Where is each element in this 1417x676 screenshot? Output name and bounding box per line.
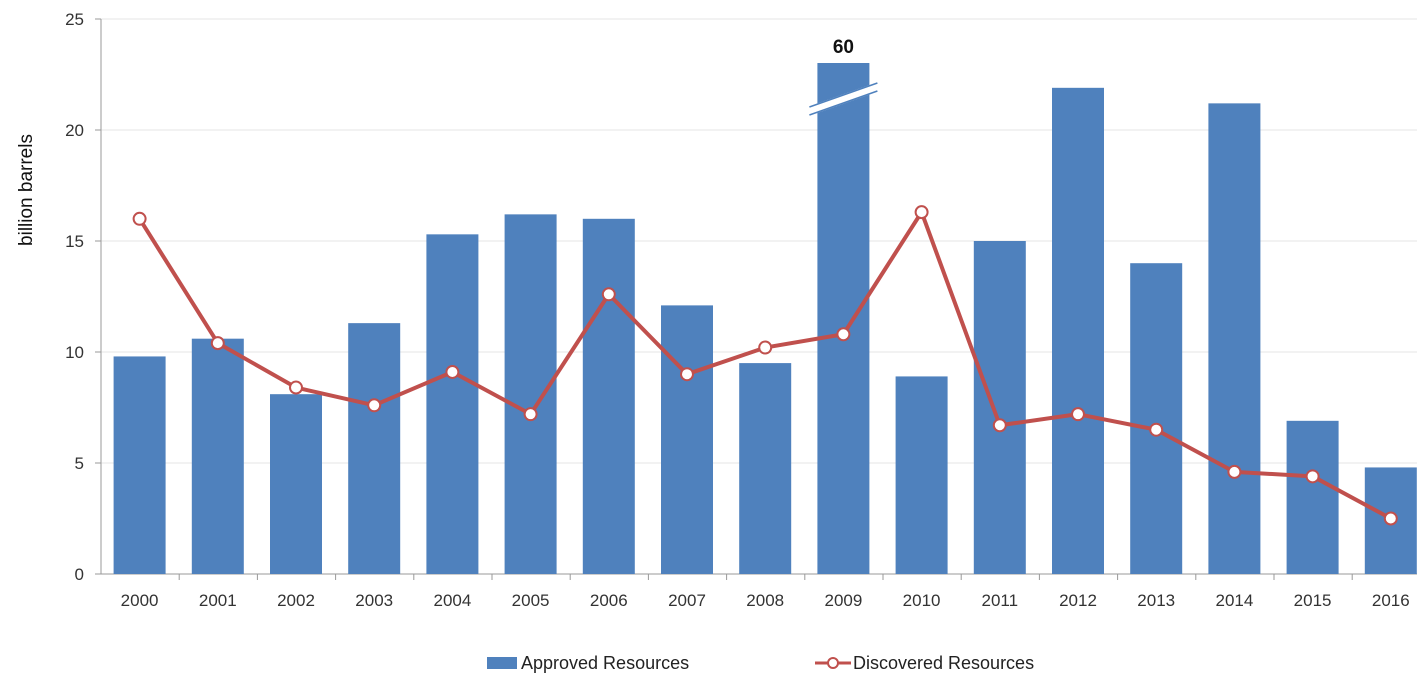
line-series-discovered-resources bbox=[132, 205, 1398, 526]
bar-2003 bbox=[348, 323, 401, 574]
y-axis-title: billion barrels bbox=[16, 134, 37, 246]
point-2002 bbox=[289, 380, 303, 395]
x-tick-label-2009: 2009 bbox=[824, 591, 862, 610]
point-2007 bbox=[680, 367, 694, 382]
point-2005 bbox=[523, 407, 538, 422]
point-2003 bbox=[367, 398, 382, 413]
axis-break-line bbox=[809, 82, 878, 108]
x-tick-label-2005: 2005 bbox=[512, 591, 550, 610]
legend: Approved Resources Discovered Resources bbox=[487, 653, 1034, 673]
y-tick-label: 20 bbox=[65, 121, 84, 140]
bar-series-approved-resources bbox=[113, 63, 1417, 575]
legend-marker-discovered-resources bbox=[827, 657, 839, 669]
y-tick-label: 0 bbox=[75, 565, 84, 584]
legend-swatch-approved-resources bbox=[487, 657, 517, 669]
legend-label-discovered-resources: Discovered Resources bbox=[853, 653, 1034, 673]
bar-2009 bbox=[817, 63, 870, 574]
legend-label-approved-resources: Approved Resources bbox=[521, 653, 689, 673]
bar-2008 bbox=[739, 363, 792, 574]
bar-2006 bbox=[582, 218, 635, 575]
point-2004 bbox=[445, 364, 460, 379]
x-tick-label-2010: 2010 bbox=[903, 591, 941, 610]
y-tick-label: 25 bbox=[65, 10, 84, 29]
bar-2005 bbox=[504, 214, 557, 575]
bar-2002 bbox=[270, 394, 322, 574]
point-2009 bbox=[836, 327, 851, 342]
y-tick-label: 15 bbox=[65, 232, 84, 251]
y-tick-label: 5 bbox=[75, 454, 84, 473]
bar-2011 bbox=[973, 241, 1026, 574]
point-2014 bbox=[1227, 464, 1242, 479]
bar-2000 bbox=[113, 356, 166, 574]
annotations: 60 bbox=[807, 37, 879, 116]
point-2001 bbox=[210, 336, 225, 351]
x-tick-label-2014: 2014 bbox=[1215, 591, 1253, 610]
point-2012 bbox=[1071, 407, 1085, 422]
x-tick-label-2016: 2016 bbox=[1372, 591, 1410, 610]
axis-break-line bbox=[809, 90, 878, 116]
x-tick-label-2013: 2013 bbox=[1137, 591, 1175, 610]
bar-2014 bbox=[1208, 103, 1261, 575]
bar-2004 bbox=[426, 234, 479, 574]
bar-2012 bbox=[1052, 87, 1104, 574]
y-tick-label: 10 bbox=[65, 343, 84, 362]
point-2011 bbox=[992, 418, 1007, 433]
bar-2007 bbox=[661, 305, 713, 574]
x-tick-label-2002: 2002 bbox=[277, 591, 315, 610]
x-tick-label-2015: 2015 bbox=[1294, 591, 1332, 610]
bar-2010 bbox=[895, 376, 948, 574]
axes: 0 5 10 15 20 25 2000 2001 2002 2003 2004 2005 2006 20… bbox=[65, 10, 1417, 610]
x-tick-label-2003: 2003 bbox=[355, 591, 393, 610]
bar-2015 bbox=[1286, 420, 1339, 574]
x-tick-label-2012: 2012 bbox=[1059, 591, 1097, 610]
point-2010 bbox=[914, 205, 929, 220]
point-2015 bbox=[1305, 469, 1320, 484]
point-2000 bbox=[132, 211, 147, 226]
point-2006 bbox=[601, 287, 616, 302]
x-tick-label-2000: 2000 bbox=[121, 591, 159, 610]
data-label-2009: 60 bbox=[833, 37, 854, 58]
point-2016 bbox=[1383, 511, 1398, 526]
x-tick-label-2004: 2004 bbox=[433, 591, 471, 610]
bar-2001 bbox=[191, 338, 244, 574]
bar-2013 bbox=[1130, 263, 1183, 574]
x-tick-label-2001: 2001 bbox=[199, 591, 237, 610]
x-tick-label-2007: 2007 bbox=[668, 591, 706, 610]
point-2008 bbox=[758, 340, 773, 355]
gridlines bbox=[101, 18, 1417, 464]
point-2013 bbox=[1149, 422, 1164, 437]
x-tick-label-2008: 2008 bbox=[746, 591, 784, 610]
x-tick-label-2006: 2006 bbox=[590, 591, 628, 610]
x-tick-label-2011: 2011 bbox=[982, 591, 1019, 610]
axis-break-gap bbox=[807, 82, 879, 116]
